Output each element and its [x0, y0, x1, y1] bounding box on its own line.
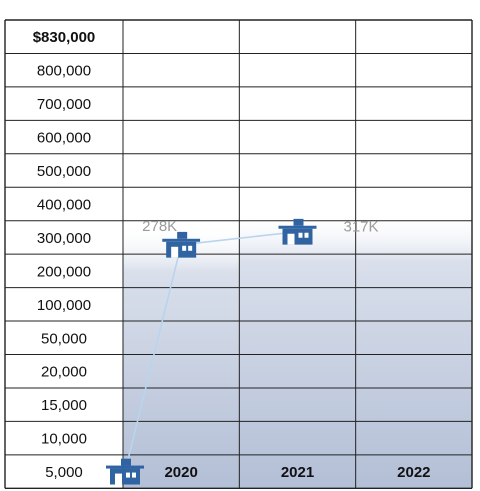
x-tick-label-2022: 2022: [397, 464, 430, 481]
y-tick-label: 10,000: [41, 431, 87, 448]
y-tick-label: 300,000: [37, 230, 91, 247]
y-tick-label: $830,000: [33, 29, 96, 46]
x-tick-label-2020: 2020: [164, 464, 197, 481]
series-layer: 278K 317K: [106, 218, 379, 485]
y-tick-label: 500,000: [37, 163, 91, 180]
data-label: 278K: [142, 218, 177, 235]
y-tick-label: 200,000: [37, 263, 91, 280]
y-tick-label: 600,000: [37, 130, 91, 147]
grid: [4, 19, 473, 489]
y-tick-label: 50,000: [41, 330, 87, 347]
band-2020: [123, 224, 240, 489]
y-tick-label: 800,000: [37, 63, 91, 80]
x-axis-ticks: 2020 2021 2022: [164, 464, 430, 481]
y-tick-label: 400,000: [37, 196, 91, 213]
data-label: 317K: [344, 219, 379, 236]
band-2022: [355, 211, 472, 489]
y-tick-label: 5,000: [45, 464, 83, 481]
y-tick-label: 700,000: [37, 96, 91, 113]
y-axis-ticks: $830,000 800,000 700,000 600,000 500,000 400,…: [33, 29, 96, 481]
y-tick-label: 15,000: [41, 397, 87, 414]
x-tick-label-2021: 2021: [281, 464, 314, 481]
y-tick-label: 100,000: [37, 297, 91, 314]
value-bands: [123, 211, 472, 489]
y-tick-label: 20,000: [41, 364, 87, 381]
band-2021: [239, 211, 356, 489]
